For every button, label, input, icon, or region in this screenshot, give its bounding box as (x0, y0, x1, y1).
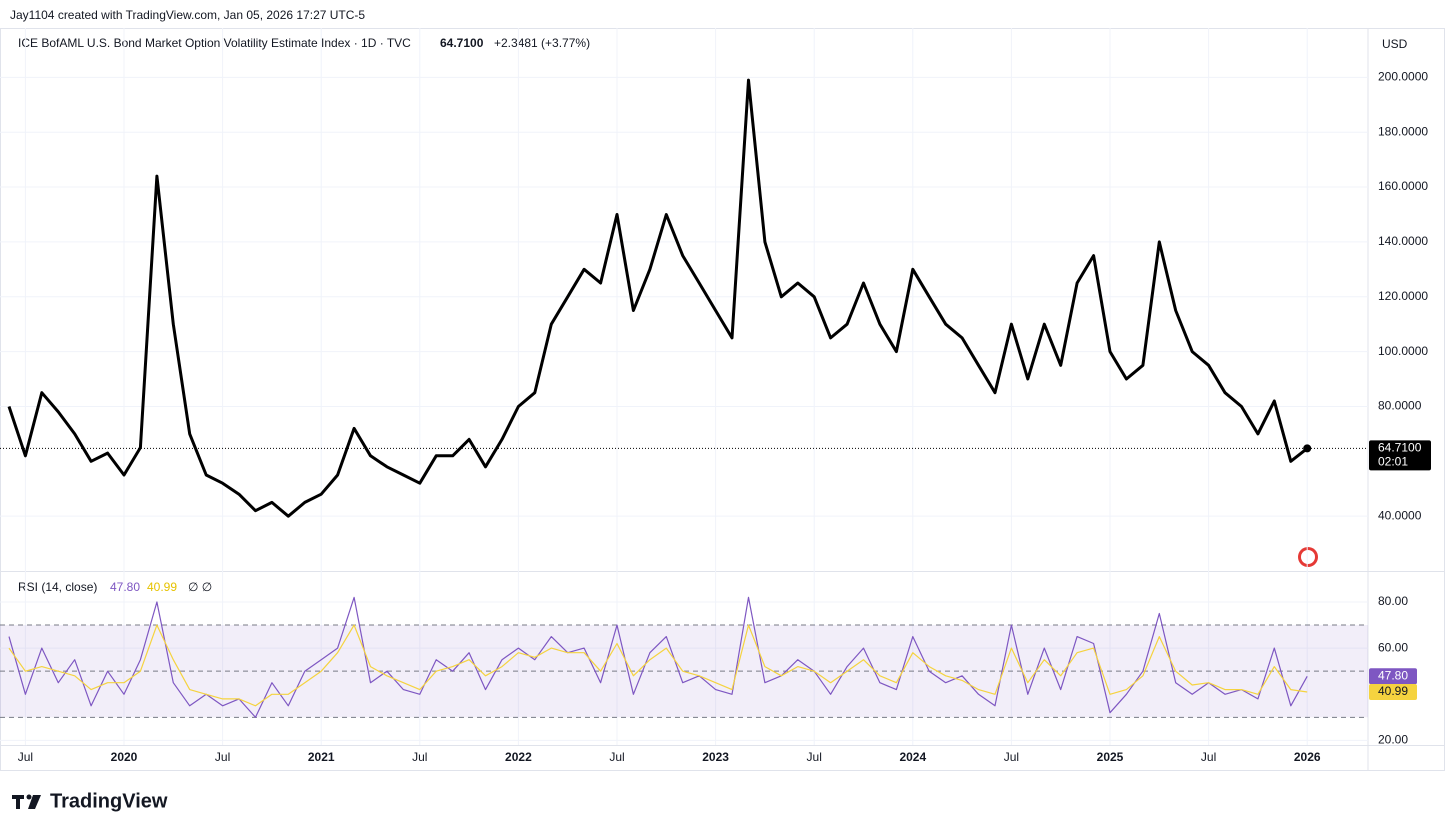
logo-mark (28, 795, 41, 809)
y-tick-label: 60.00 (1378, 640, 1408, 654)
y-tick-label: 80.0000 (1378, 399, 1422, 413)
symbol: ICE BofAML U.S. Bond Market Option Volat… (18, 36, 411, 50)
value-label: 40.99 (1378, 684, 1408, 698)
countdown: 02:01 (1378, 455, 1408, 469)
credit: Jay1104 created with TradingView.com, Ja… (10, 8, 365, 22)
x-tick-label: 2022 (505, 750, 532, 764)
y-tick-label: 100.0000 (1378, 344, 1428, 358)
x-tick-label: 2024 (899, 750, 926, 764)
y-tick-label: 200.0000 (1378, 70, 1428, 84)
value-label: 47.80 (1378, 668, 1408, 682)
x-tick-label: 2020 (111, 750, 138, 764)
y-tick-label: 20.00 (1378, 733, 1408, 747)
value-label-box (1369, 668, 1417, 685)
signal-value: 40.99 (147, 580, 177, 594)
x-tick-label: Jul (18, 750, 33, 764)
y-tick-label: 160.0000 (1378, 179, 1428, 193)
last-price-header: 64.7100 (440, 36, 484, 50)
x-tick-label: 2023 (702, 750, 729, 764)
value-label: 64.7100 (1378, 441, 1422, 455)
x-tick-label: Jul (609, 750, 624, 764)
series-line (8, 596, 1308, 718)
price-label-box (1369, 440, 1431, 471)
x-tick-label: Jul (1201, 750, 1216, 764)
change: +2.3481 (+3.77%) (494, 36, 590, 50)
last-point (1303, 444, 1312, 453)
flag-icon-inner (1301, 550, 1315, 564)
y-tick-label: 40.0000 (1378, 508, 1422, 522)
frame (0, 28, 1445, 771)
series-line (7, 78, 1309, 518)
logo-mark (26, 794, 32, 800)
x-tick-label: 2025 (1097, 750, 1124, 764)
currency: USD (1382, 37, 1408, 51)
logo-mark (16, 795, 20, 809)
x-tick-label: 2021 (308, 750, 335, 764)
y-tick-label: 180.0000 (1378, 124, 1428, 138)
x-tick-label: 2026 (1294, 750, 1321, 764)
x-tick-label: Jul (215, 750, 230, 764)
y-tick-label: 140.0000 (1378, 234, 1428, 248)
series-line (8, 624, 1308, 707)
x-tick-label: Jul (1004, 750, 1019, 764)
rsi-title: RSI (14, close) (18, 580, 97, 594)
y-tick-label: 120.0000 (1378, 289, 1428, 303)
logo[interactable]: TradingView (50, 790, 168, 812)
rsi-value: 47.80 (110, 580, 140, 594)
x-tick-label: Jul (807, 750, 822, 764)
flags: ∅ ∅ (188, 580, 212, 594)
y-tick-label: 80.00 (1378, 594, 1408, 608)
value-label-box (1369, 683, 1417, 700)
x-tick-label: Jul (412, 750, 427, 764)
